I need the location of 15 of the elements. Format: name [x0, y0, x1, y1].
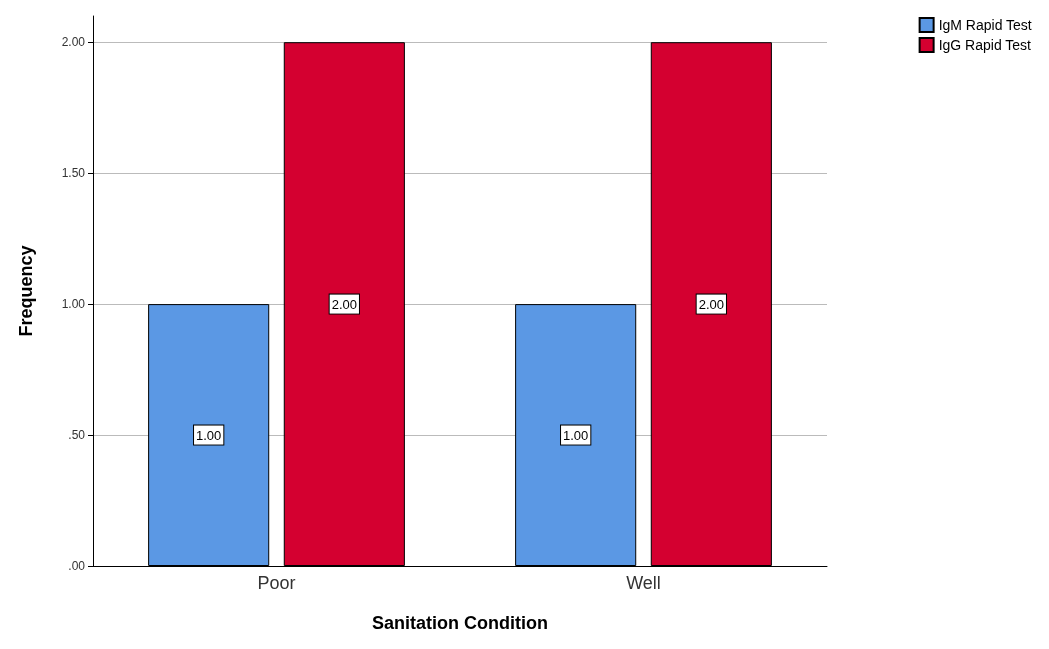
x-tick-label: Poor — [257, 573, 296, 593]
legend-label: IgM Rapid Test — [938, 17, 1032, 33]
data-label: 1.00 — [196, 427, 222, 443]
y-tick-label: .00 — [68, 559, 86, 573]
data-label: 1.00 — [563, 427, 589, 443]
data-label: 2.00 — [698, 296, 724, 312]
y-tick-label: 2.00 — [61, 35, 86, 50]
x-axis-title: Sanitation Condition — [372, 613, 548, 633]
y-tick-label: .50 — [68, 428, 86, 443]
data-label: 2.00 — [331, 296, 357, 312]
y-tick-label: 1.50 — [61, 166, 86, 181]
legend-label: IgG Rapid Test — [938, 37, 1032, 53]
y-tick-label: 1.00 — [61, 297, 86, 312]
x-tick-label: Well — [626, 573, 661, 593]
y-axis-title: Frequency — [16, 245, 36, 337]
